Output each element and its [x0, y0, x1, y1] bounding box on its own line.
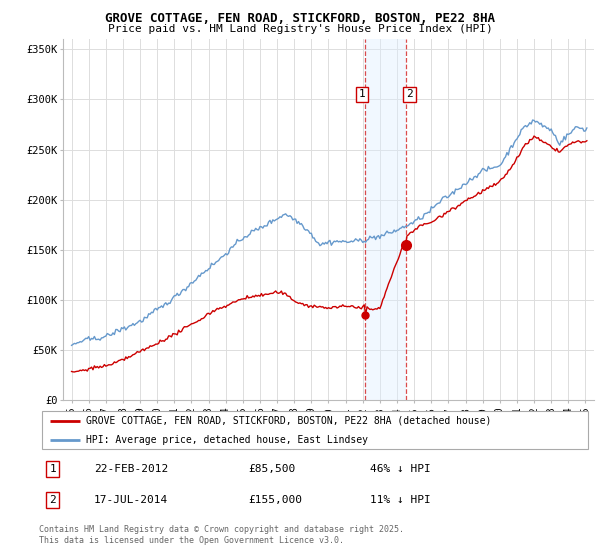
- Text: 2: 2: [49, 495, 56, 505]
- Text: Price paid vs. HM Land Registry's House Price Index (HPI): Price paid vs. HM Land Registry's House …: [107, 24, 493, 34]
- Text: 46% ↓ HPI: 46% ↓ HPI: [370, 464, 431, 474]
- Text: 1: 1: [359, 90, 365, 99]
- Text: 11% ↓ HPI: 11% ↓ HPI: [370, 495, 431, 505]
- Text: 2: 2: [406, 90, 413, 99]
- Text: 1: 1: [49, 464, 56, 474]
- Text: GROVE COTTAGE, FEN ROAD, STICKFORD, BOSTON, PE22 8HA: GROVE COTTAGE, FEN ROAD, STICKFORD, BOST…: [105, 12, 495, 25]
- Text: HPI: Average price, detached house, East Lindsey: HPI: Average price, detached house, East…: [86, 435, 368, 445]
- Text: GROVE COTTAGE, FEN ROAD, STICKFORD, BOSTON, PE22 8HA (detached house): GROVE COTTAGE, FEN ROAD, STICKFORD, BOST…: [86, 416, 491, 426]
- Text: Contains HM Land Registry data © Crown copyright and database right 2025.
This d: Contains HM Land Registry data © Crown c…: [39, 525, 404, 545]
- Text: 17-JUL-2014: 17-JUL-2014: [94, 495, 169, 505]
- Bar: [365, 39, 406, 400]
- Text: £155,000: £155,000: [249, 495, 303, 505]
- Text: 22-FEB-2012: 22-FEB-2012: [94, 464, 169, 474]
- FancyBboxPatch shape: [42, 411, 588, 449]
- Text: £85,500: £85,500: [249, 464, 296, 474]
